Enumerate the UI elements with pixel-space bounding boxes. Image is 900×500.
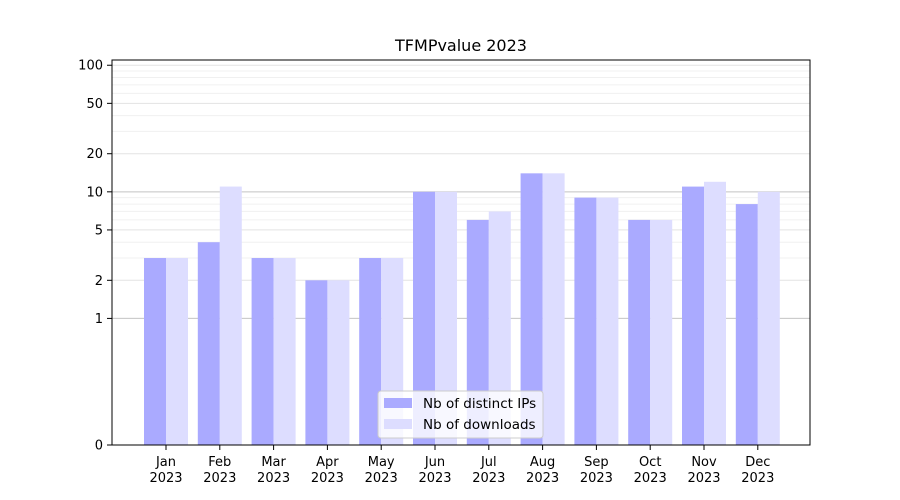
bar-distinct-ips: [574, 197, 597, 445]
x-tick-label: Mar 2023: [257, 455, 290, 486]
legend-label-downloads: Nb of downloads: [423, 417, 536, 433]
bar-distinct-ips: [682, 186, 704, 446]
y-axis: 0 1 2 5 10 20 50 100: [78, 59, 112, 454]
bar-downloads: [704, 181, 726, 445]
plot-frame: [111, 59, 811, 446]
bar-downloads: [435, 191, 457, 445]
bar-distinct-ips: [413, 191, 435, 445]
x-tick-label: Jan 2023: [149, 455, 182, 486]
y-tick-label: 50: [86, 97, 103, 112]
chart-title: TFMPvalue 2023: [394, 36, 527, 55]
legend: Nb of distinct IPs Nb of downloads: [377, 390, 544, 439]
y-tick-label: 0: [95, 439, 103, 454]
bar-downloads: [650, 219, 673, 445]
y-tick-label: 2: [95, 274, 103, 289]
bar-distinct-ips: [305, 280, 328, 445]
x-tick-label: Aug 2023: [526, 455, 559, 486]
x-tick-label: Oct 2023: [634, 455, 667, 486]
bar-distinct-ips: [359, 258, 382, 445]
y-tick-label: 1: [95, 312, 103, 327]
x-tick-label: Nov 2023: [687, 455, 720, 486]
x-tick-label: Jul 2023: [472, 455, 505, 486]
x-tick-label: Dec 2023: [741, 455, 774, 486]
bar-distinct-ips: [520, 173, 543, 445]
x-tick-label: May 2023: [365, 455, 398, 486]
x-tick-label: Apr 2023: [311, 455, 344, 486]
y-tick-label: 100: [78, 59, 103, 74]
bar-downloads: [757, 191, 780, 445]
x-tick-label: Sep 2023: [580, 455, 613, 486]
bar-downloads: [542, 173, 565, 445]
y-tick-label: 5: [95, 223, 103, 238]
bar-downloads: [596, 197, 619, 445]
bar-downloads: [273, 258, 296, 445]
bars-layer: [144, 173, 780, 446]
bar-downloads: [219, 186, 242, 446]
bar-distinct-ips: [197, 242, 220, 445]
y-tick-label: 10: [86, 185, 103, 200]
legend-swatch-downloads: [384, 419, 412, 429]
x-tick-label: Feb 2023: [203, 455, 236, 486]
bar-downloads: [166, 258, 188, 445]
bar-distinct-ips: [251, 258, 274, 445]
bar-downloads: [488, 211, 511, 445]
bar-distinct-ips: [144, 258, 166, 445]
x-tick-label: Jun 2023: [418, 455, 451, 486]
x-axis: Jan 2023 Feb 2023 Mar 2023 Apr 2023 May 2023 Jun 20…: [149, 445, 774, 486]
bar-distinct-ips: [466, 219, 489, 445]
bar-distinct-ips: [628, 219, 651, 445]
legend-label-ips: Nb of distinct IPs: [423, 396, 536, 412]
legend-box: [377, 390, 544, 439]
bar-distinct-ips: [735, 204, 758, 445]
y-tick-label: 20: [86, 147, 103, 162]
legend-swatch-ips: [384, 398, 412, 408]
bar-downloads: [327, 280, 350, 445]
